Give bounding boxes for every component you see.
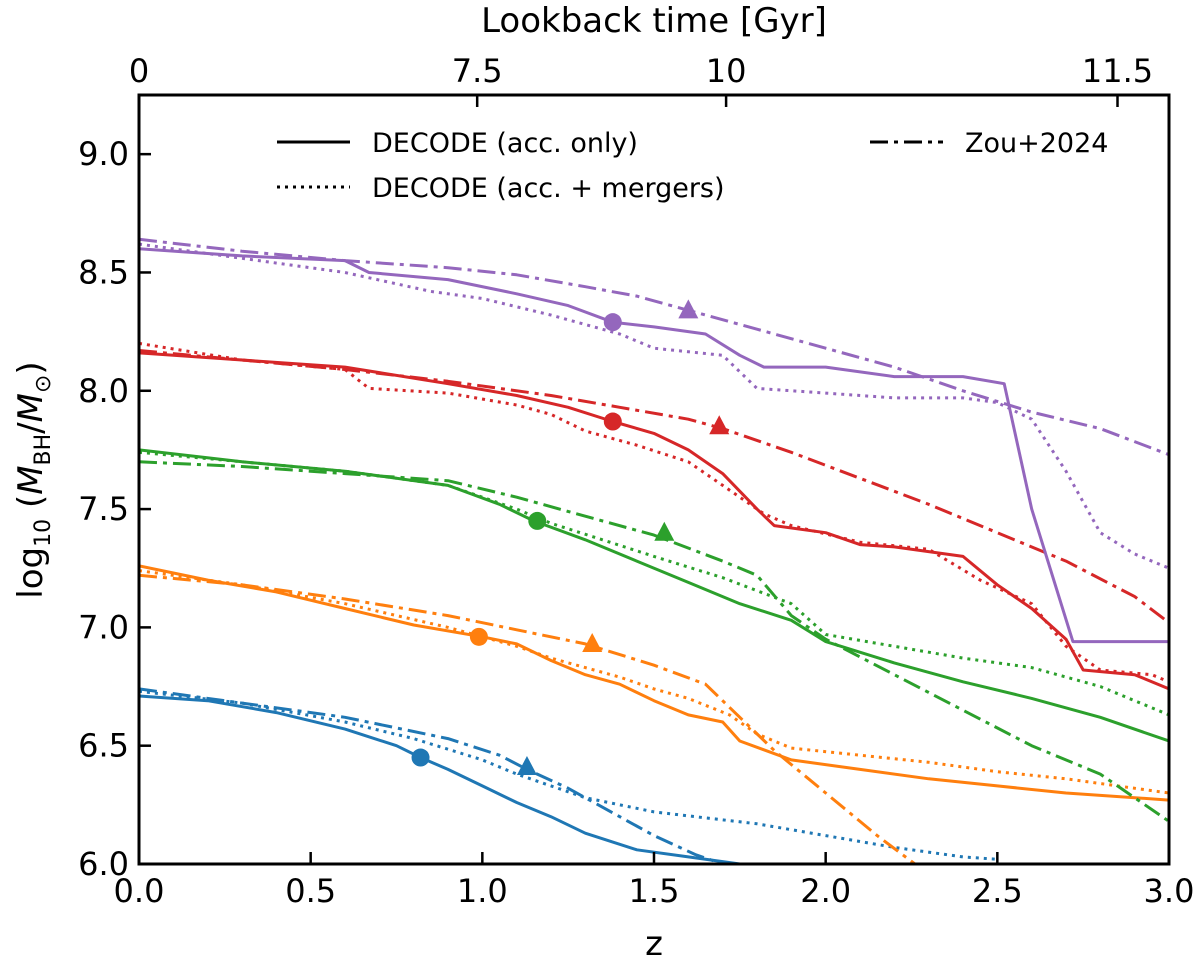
x-tick-label: 1.0 (457, 872, 508, 910)
purple-triangle-marker (678, 299, 699, 319)
red-circle-marker (603, 412, 622, 431)
legend-label-zou: Zou+2024 (965, 128, 1108, 159)
green-triangle-marker (654, 521, 675, 541)
red-dotted-line (139, 341, 1169, 684)
y-tick-label: 7.5 (78, 490, 129, 528)
top-tick-label: 7.5 (452, 52, 503, 90)
purple-dashdot-line (139, 237, 1169, 457)
x-tick-label: 2.0 (800, 872, 851, 910)
top-tick-label: 11.5 (1082, 52, 1153, 90)
x-axis-title: z (645, 924, 663, 961)
blue-circle-marker (411, 748, 430, 767)
plot-frame (137, 93, 1171, 866)
y-tick-label: 6.0 (78, 845, 129, 883)
orange-dashdot-line (139, 573, 916, 864)
x-tick-label: 0.5 (285, 872, 336, 910)
top-axis-title: Lookback time [Gyr] (481, 1, 827, 41)
orange-dotted-line (139, 569, 1169, 795)
orange-triangle-marker (582, 632, 603, 652)
tick-layer: 0.0 0.5 1.0 1.5 2.0 2.5 3.0 6.0 6.5 7.0 7.5 8.0 8.5 9… (78, 52, 1194, 910)
orange-solid-line (139, 564, 1169, 802)
legend: DECODE (acc. only) DECODE (acc. + merger… (277, 128, 1108, 204)
y-tick-label: 6.5 (78, 727, 129, 765)
x-tick-label: 1.5 (629, 872, 680, 910)
x-tick-label: 2.5 (972, 872, 1023, 910)
y-tick-label: 8.5 (78, 253, 129, 291)
blue-triangle-marker (516, 755, 537, 775)
red-dashdot-line (139, 349, 1169, 624)
x-tick-label: 0.0 (114, 872, 165, 910)
green-circle-marker (528, 511, 547, 530)
blue-dashdot-line (139, 687, 724, 864)
purple-dotted-line (139, 242, 1169, 570)
red-solid-line (139, 351, 1169, 691)
marker-layer (411, 299, 730, 775)
series-layer (139, 237, 1169, 864)
blue-dotted-line (139, 689, 998, 861)
legend-label-acc-mergers: DECODE (acc. + mergers) (372, 173, 725, 204)
top-tick-label: 10 (706, 52, 747, 90)
green-dashdot-line (139, 460, 1169, 823)
legend-label-acc-only: DECODE (acc. only) (372, 128, 638, 159)
blue-solid-line (139, 694, 741, 864)
y-axis-title: log10 (MBH/M⊙) (11, 361, 56, 598)
green-dotted-line (139, 450, 1169, 717)
purple-circle-marker (603, 313, 622, 332)
orange-circle-marker (469, 627, 488, 646)
x-tick-label: 3.0 (1144, 872, 1195, 910)
y-tick-label: 8.0 (78, 372, 129, 410)
green-solid-line (139, 448, 1169, 743)
top-tick-label: 0 (129, 52, 149, 90)
red-triangle-marker (709, 415, 730, 435)
purple-solid-line (139, 247, 1169, 644)
y-tick-label: 9.0 (78, 135, 129, 173)
y-tick-label: 7.0 (78, 608, 129, 646)
